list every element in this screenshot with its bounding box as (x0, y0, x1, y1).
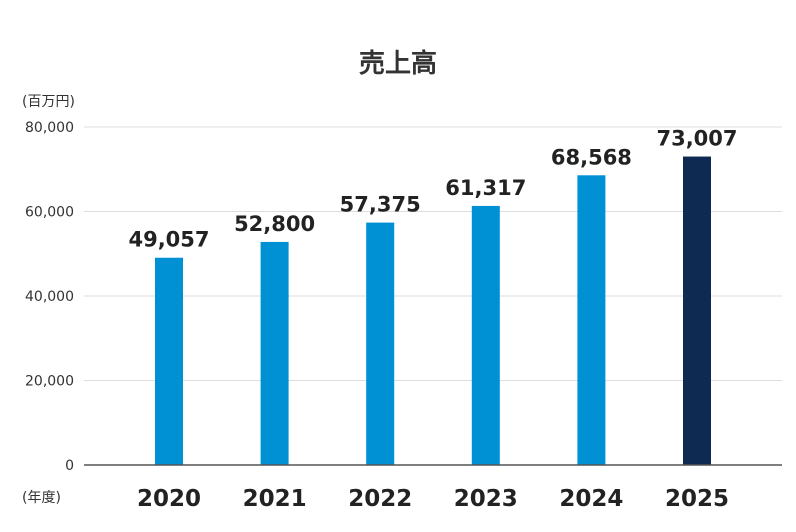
x-tick-label-2021: 2021 (243, 486, 307, 512)
bar-2025 (683, 156, 711, 466)
bar-2020 (155, 257, 183, 465)
data-label-2024: 68,568 (551, 145, 632, 169)
bar-2023 (471, 205, 500, 465)
data-label-2023: 61,317 (445, 176, 526, 200)
x-tick-label-2023: 2023 (454, 486, 518, 512)
y-tick-label: 0 (65, 458, 74, 474)
x-tick-label-2022: 2022 (348, 486, 412, 512)
x-tick-label-2020: 2020 (137, 486, 201, 512)
data-label-2025: 73,007 (656, 127, 737, 151)
y-axis-ticks: 0 20,000 40,000 60,000 80,000 (25, 120, 74, 474)
x-axis-ticks: 2020 2021 2022 2023 2024 2025 (137, 486, 729, 512)
y-tick-label: 20,000 (25, 374, 74, 390)
x-axis-unit-label: (年度) (22, 490, 61, 506)
x-tick-label-2025: 2025 (665, 486, 729, 512)
bar-2024 (577, 175, 606, 465)
y-axis-unit-label: (百万円) (22, 94, 75, 110)
bar-2021 (260, 241, 289, 465)
x-tick-label-2024: 2024 (559, 486, 623, 512)
data-label-2022: 57,375 (340, 193, 421, 217)
y-tick-label: 60,000 (25, 205, 74, 221)
bars (155, 156, 711, 466)
data-label-2020: 49,057 (128, 228, 209, 252)
gridlines (84, 126, 782, 381)
data-labels: 49,057 52,800 57,375 61,317 68,568 73,007 (128, 127, 737, 252)
chart-title: 売上高 (359, 48, 437, 79)
y-tick-label: 40,000 (25, 289, 74, 305)
y-tick-label: 80,000 (25, 120, 74, 136)
data-label-2021: 52,800 (234, 212, 315, 236)
bar-2022 (366, 222, 395, 465)
